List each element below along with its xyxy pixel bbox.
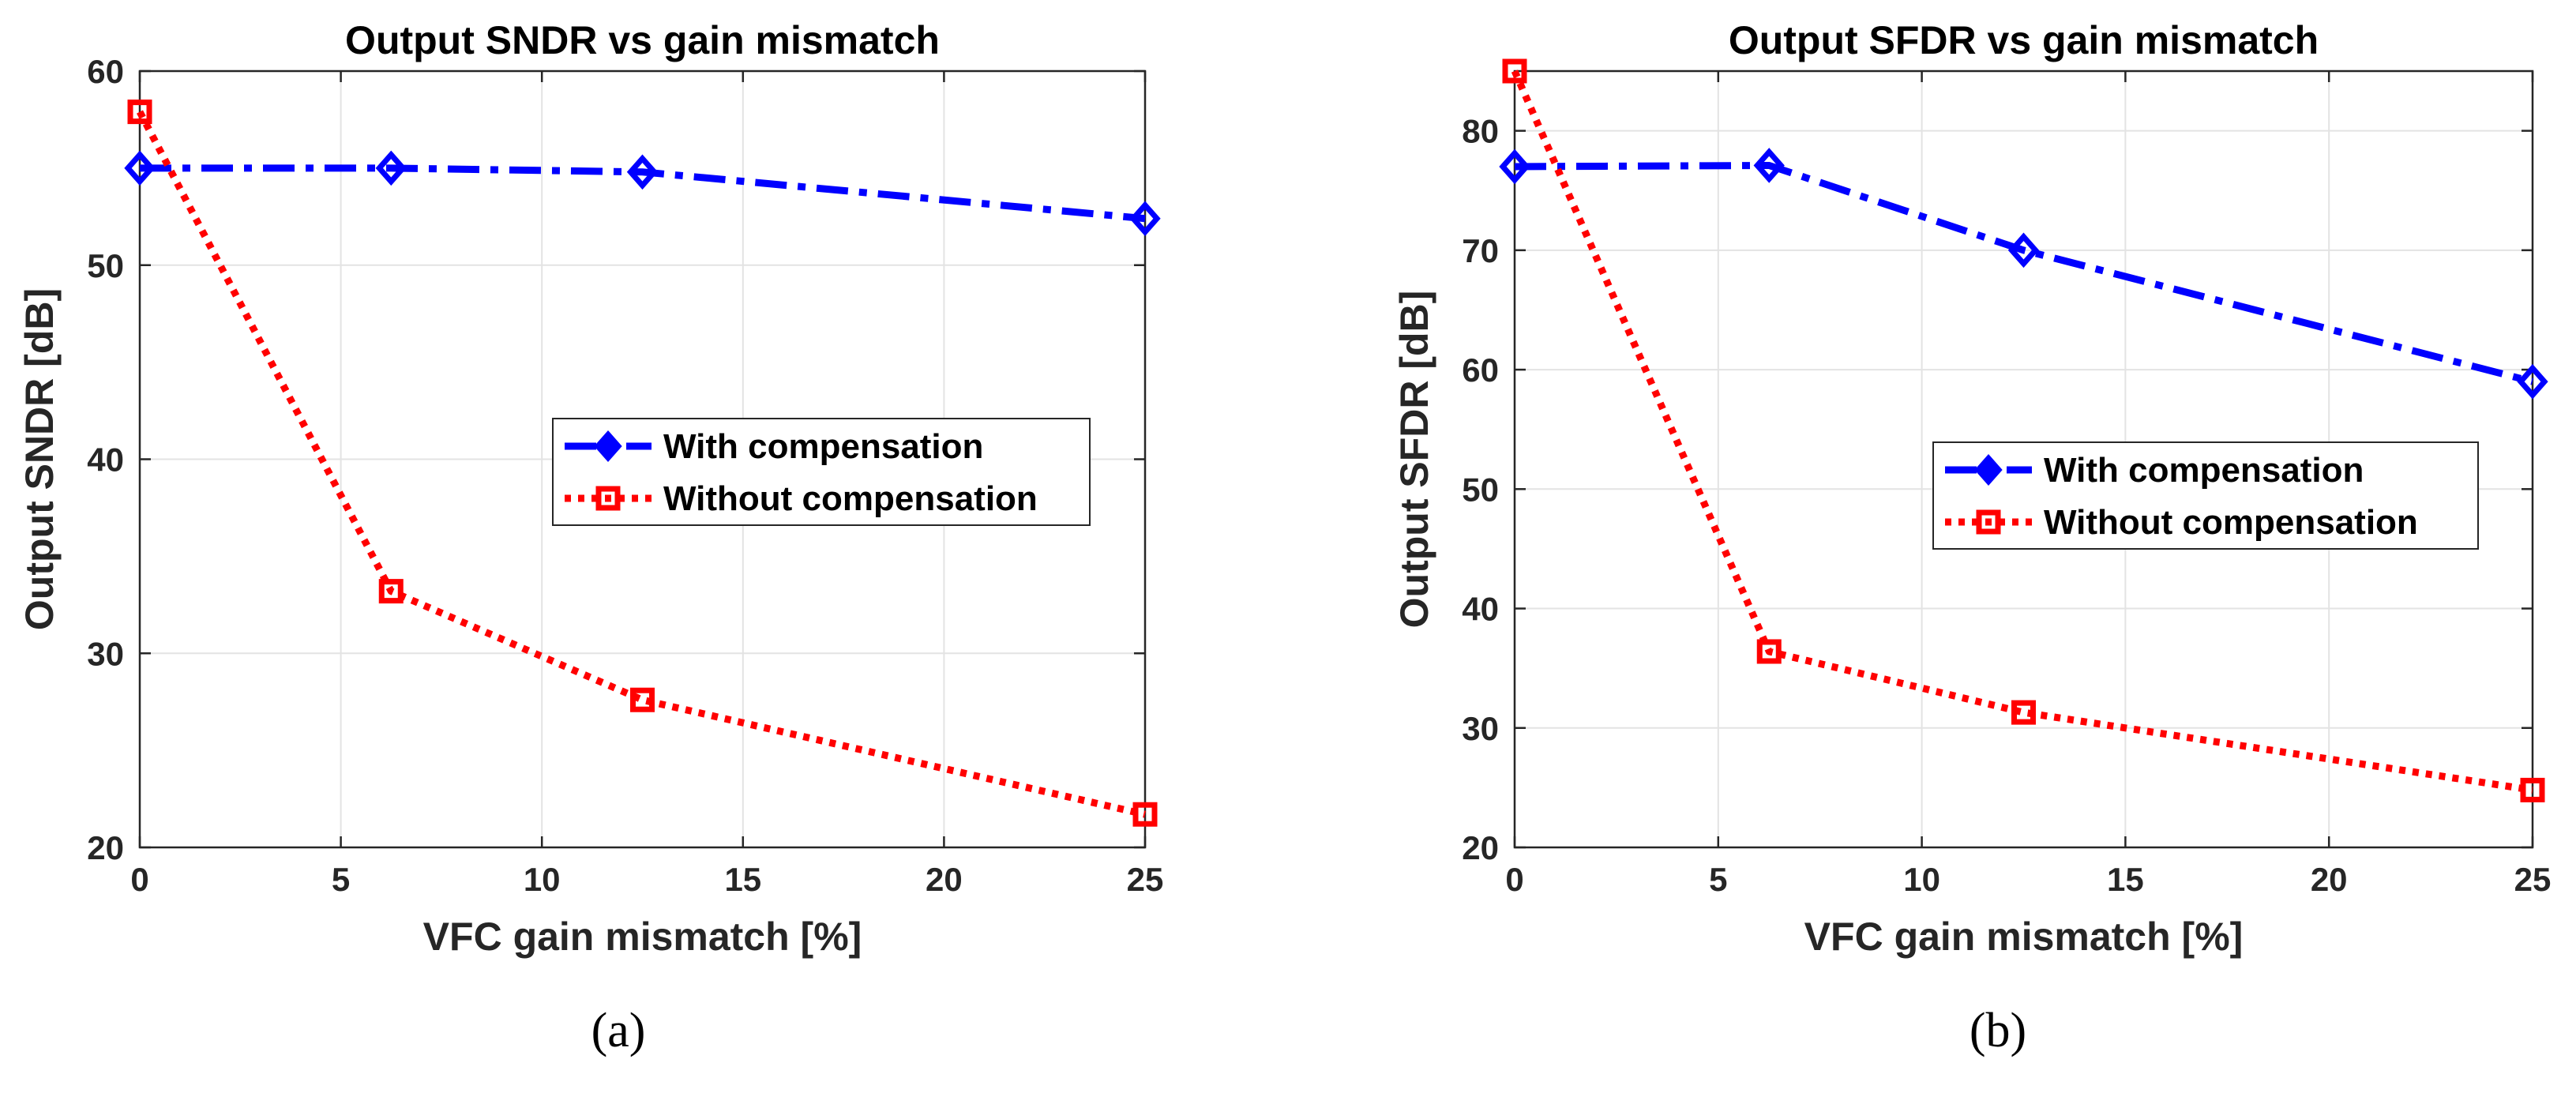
y-tick-label: 70 xyxy=(1462,232,1499,269)
without-compensation-line xyxy=(137,110,1146,818)
legend-diamond-marker xyxy=(594,430,622,463)
diamond-marker xyxy=(1753,148,1785,183)
with-compensation-line xyxy=(140,164,1146,223)
x-tick-label: 25 xyxy=(2514,861,2552,898)
y-tick-label: 80 xyxy=(1462,113,1499,150)
square-marker xyxy=(2520,777,2545,802)
y-tick-label: 40 xyxy=(1462,591,1499,628)
square-marker xyxy=(630,687,655,712)
square-marker xyxy=(2011,700,2036,725)
y-axis-label: Output SNDR [dB] xyxy=(17,288,62,630)
diamond-marker xyxy=(375,150,407,186)
x-tick-label: 10 xyxy=(1903,861,1940,898)
y-tick-label: 20 xyxy=(1462,829,1499,866)
x-tick-label: 10 xyxy=(524,861,561,898)
y-axis-label: Output SFDR [dB] xyxy=(1392,291,1436,629)
diamond-marker xyxy=(1129,201,1161,237)
x-tick-label: 20 xyxy=(2311,861,2348,898)
figure-caption: (b) xyxy=(1970,1004,2026,1057)
square-marker xyxy=(1132,802,1158,827)
legend: With compensation Without compensation xyxy=(552,418,1091,526)
diamond-marker xyxy=(1499,148,1530,185)
legend-label: Without compensation xyxy=(2044,503,2418,542)
x-tick-label: 15 xyxy=(724,861,761,898)
square-marker xyxy=(127,100,152,125)
y-tick-label: 20 xyxy=(87,829,124,866)
figure-caption: (a) xyxy=(591,1004,646,1057)
diamond-marker xyxy=(626,154,659,190)
legend-box xyxy=(552,418,1091,526)
chart-title: Output SNDR vs gain mismatch xyxy=(345,18,940,62)
x-axis-label: VFC gain mismatch [%] xyxy=(423,915,862,959)
legend-square-marker xyxy=(595,486,621,511)
diamond-marker xyxy=(2007,232,2040,269)
axes-box xyxy=(1513,69,2534,849)
y-tick-label: 30 xyxy=(1462,710,1499,747)
y-tick-label: 50 xyxy=(1462,471,1499,508)
square-marker xyxy=(1502,58,1527,84)
x-tick-label: 25 xyxy=(1127,861,1164,898)
chart-a: 0 5 10 15 20 25 20 30 40 50 60 Output SNDR vs gain … xyxy=(17,18,1163,1057)
x-tick-label: 20 xyxy=(926,861,963,898)
y-tick-label: 50 xyxy=(87,247,124,284)
legend-square-marker xyxy=(1976,509,2001,535)
square-marker xyxy=(378,579,404,604)
x-tick-label: 0 xyxy=(130,861,148,898)
legend: With compensation Without compensation xyxy=(1932,441,2479,550)
x-tick-label: 0 xyxy=(1505,861,1523,898)
chart-b: 0 5 10 15 20 25 20 30 40 50 60 70 80 Output SFDR vs g… xyxy=(1392,18,2551,1057)
y-tick-label: 60 xyxy=(1462,351,1499,389)
legend-box xyxy=(1932,441,2479,550)
y-tick-label: 40 xyxy=(87,441,124,479)
legend-label: With compensation xyxy=(663,427,983,466)
legend-label: Without compensation xyxy=(663,479,1038,518)
y-tick-label: 30 xyxy=(87,635,124,672)
x-axis-label: VFC gain mismatch [%] xyxy=(1804,915,2244,959)
chart-title: Output SFDR vs gain mismatch xyxy=(1729,18,2319,62)
x-tick-label: 15 xyxy=(2107,861,2144,898)
x-tick-label: 5 xyxy=(332,861,350,898)
diamond-marker xyxy=(124,150,156,186)
y-tick-label: 60 xyxy=(87,53,124,90)
legend-label: With compensation xyxy=(2044,451,2364,490)
x-tick-label: 5 xyxy=(1709,861,1727,898)
square-marker xyxy=(1756,639,1782,664)
legend-diamond-marker xyxy=(1974,453,2003,486)
diamond-marker xyxy=(2517,363,2548,400)
with-compensation-line xyxy=(1514,161,2534,385)
